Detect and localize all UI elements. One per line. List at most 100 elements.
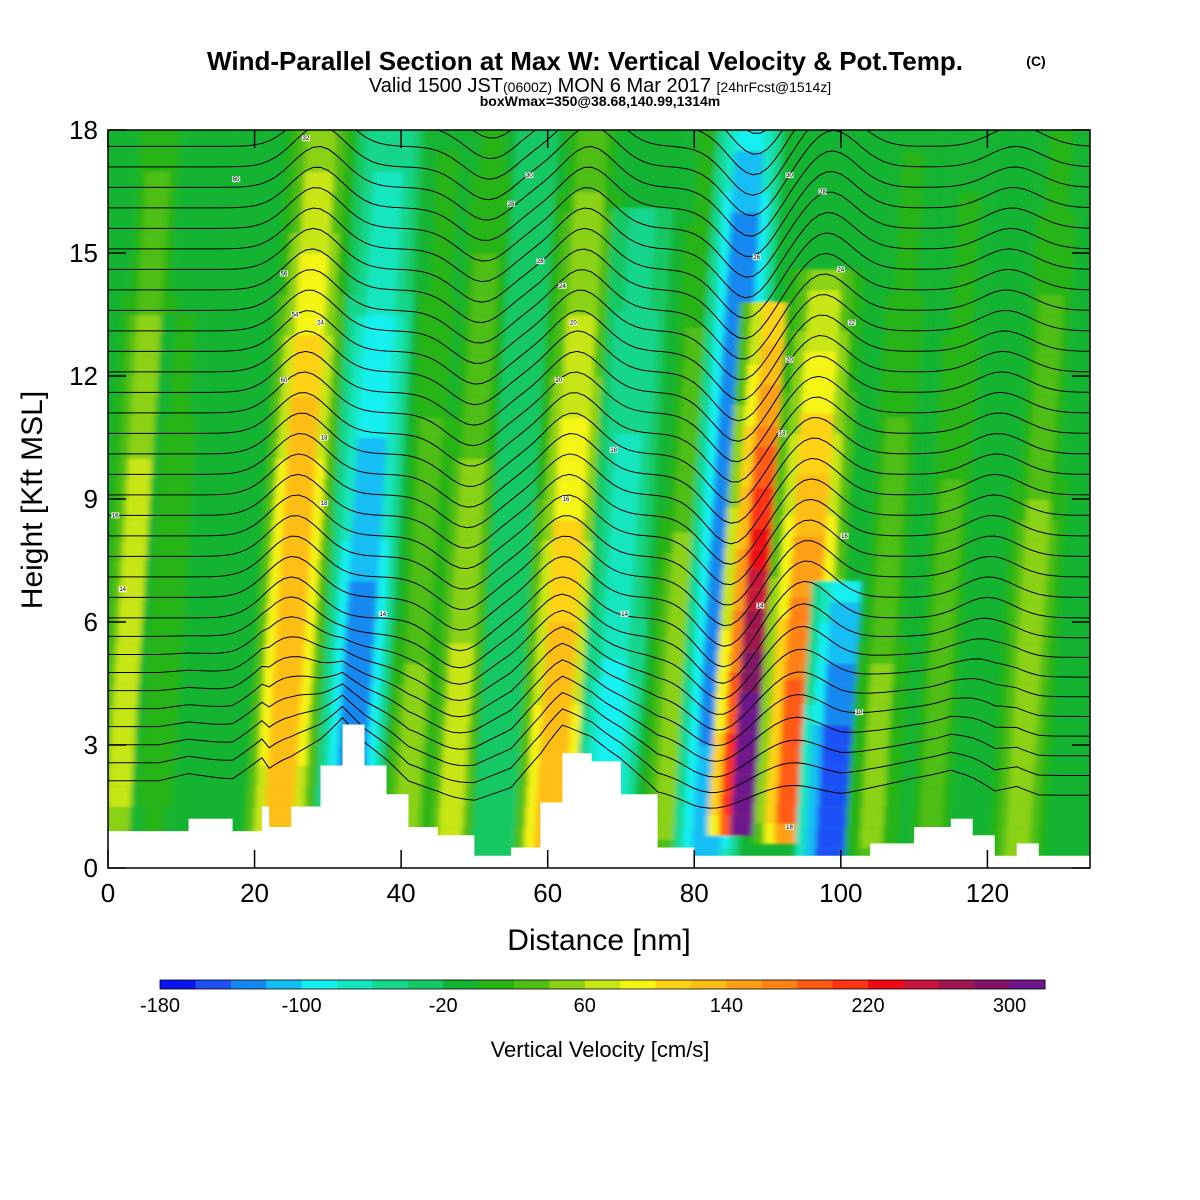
velocity-cell [366, 294, 396, 316]
velocity-cell [164, 478, 185, 500]
velocity-cell [145, 171, 170, 193]
velocity-cell [957, 212, 980, 234]
velocity-cell [656, 798, 680, 820]
velocity-cell [730, 212, 760, 234]
velocity-cell [874, 601, 897, 623]
velocity-cell [500, 601, 523, 623]
velocity-cell [827, 642, 858, 664]
velocity-cell [488, 806, 510, 828]
isentrope-label: 10 [856, 710, 863, 716]
y-tick-label: 15 [69, 238, 98, 268]
colorbar-tick-label: 60 [574, 995, 596, 1017]
isentrope-line [108, 453, 1090, 545]
box-info: boxWmax=350@38.68,140.99,1314m [480, 93, 721, 109]
velocity-cell [572, 212, 603, 234]
velocity-cell [435, 171, 459, 193]
velocity-cell [563, 355, 594, 377]
velocity-cell [517, 335, 540, 357]
velocity-cell [612, 474, 639, 496]
isentrope-line [108, 716, 1090, 809]
velocity-cell [1036, 335, 1061, 357]
velocity-cell [1029, 458, 1053, 480]
velocity-cell [143, 212, 167, 234]
velocity-cell [108, 806, 130, 828]
velocity-cell [399, 745, 423, 767]
velocity-cell [526, 191, 549, 213]
velocity-cell [614, 453, 641, 475]
colorbar-label: Vertical Velocity [cm/s] [491, 1037, 710, 1062]
velocity-cell [172, 355, 193, 377]
isentrope-line [108, 515, 1090, 606]
velocity-cell [892, 314, 915, 336]
velocity-cell [293, 335, 324, 357]
velocity-cell [446, 683, 471, 705]
velocity-cell [570, 253, 600, 275]
velocity-cell [406, 642, 429, 664]
isentrope-line [108, 609, 1090, 700]
isentrope-label: 14 [757, 604, 764, 610]
velocity-cell [113, 683, 138, 705]
velocity-cell [792, 535, 826, 557]
velocity-cell [939, 499, 962, 521]
isentrope-label: 20 [570, 321, 577, 327]
velocity-cell [539, 745, 569, 767]
velocity-cell [799, 433, 832, 455]
velocity-cell [553, 519, 583, 541]
velocity-cell [625, 269, 652, 291]
velocity-cell [299, 253, 329, 275]
velocity-cell [924, 745, 947, 767]
velocity-cell [157, 601, 178, 623]
velocity-cell [873, 622, 896, 644]
velocity-cell [540, 724, 571, 746]
velocity-cell [441, 765, 466, 787]
velocity-cell [536, 786, 567, 808]
velocity-cell [277, 601, 307, 623]
velocity-cell [361, 376, 391, 398]
isentrope-line [108, 675, 1090, 762]
velocity-cell [949, 335, 972, 357]
velocity-cell [621, 330, 648, 352]
velocity-cell [163, 499, 184, 521]
velocity-cell [149, 724, 170, 746]
colorbar-tick-label: -20 [429, 995, 458, 1017]
velocity-cell [296, 294, 326, 316]
velocity-cell [1016, 663, 1040, 685]
velocity-cell [600, 679, 626, 701]
velocity-cell [598, 699, 625, 721]
isentrope-label: 60 [233, 177, 240, 183]
velocity-cell [1035, 355, 1060, 377]
isentrope-line [108, 642, 1090, 731]
velocity-cell [459, 478, 484, 500]
velocity-cell [372, 191, 402, 213]
velocity-cell [132, 376, 157, 398]
velocity-cell [168, 417, 189, 439]
isentrope-label-bg [569, 319, 578, 326]
colorbar-swatch [832, 980, 869, 989]
title-mark: (C) [1026, 53, 1045, 69]
x-tick-label: 60 [533, 878, 562, 908]
velocity-cell [880, 499, 903, 521]
velocity-cell [414, 519, 437, 541]
velocity-cell [354, 478, 384, 500]
isentrope-label-bg [279, 377, 288, 384]
velocity-cell [144, 806, 165, 828]
velocity-cell [437, 150, 460, 172]
velocity-cell [615, 433, 642, 455]
velocity-cell [375, 150, 405, 172]
velocity-cell [1022, 560, 1047, 582]
velocity-cell [692, 224, 716, 246]
velocity-cell [126, 478, 151, 500]
velocity-cell [345, 622, 375, 644]
velocity-cell [469, 314, 495, 336]
velocity-cell [153, 663, 174, 685]
velocity-cell [520, 294, 542, 316]
velocity-cell [270, 704, 301, 726]
colorbar-tick-label: -180 [140, 995, 180, 1017]
colorbar-swatch [230, 980, 267, 989]
velocity-cell [903, 130, 927, 152]
velocity-cell [660, 736, 684, 758]
velocity-cell [548, 601, 578, 623]
velocity-cell [948, 355, 971, 377]
colorbar-tick-label: 140 [710, 995, 743, 1017]
velocity-cell [677, 470, 700, 492]
